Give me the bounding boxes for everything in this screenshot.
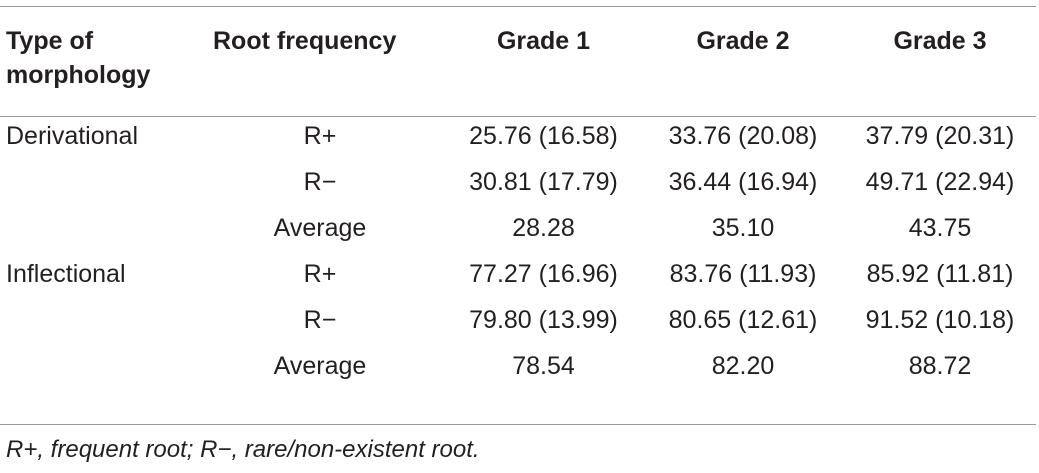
cell-root-frequency: R− <box>303 305 337 334</box>
cell-root-frequency: R+ <box>303 121 337 150</box>
cell-type: Derivational <box>6 121 139 150</box>
cell-type <box>0 159 195 205</box>
cell-root-frequency: R+ <box>303 259 337 288</box>
cell-grade-2: 33.76 (20.08) <box>668 121 818 150</box>
cell-grade-2: 36.44 (16.94) <box>668 167 818 196</box>
table-row: Average 28.28 35.10 43.75 <box>0 205 1036 251</box>
cell-grade-3: 43.75 <box>908 213 972 242</box>
cell-grade-1: 30.81 (17.79) <box>469 167 618 196</box>
cell-grade-1: 78.54 <box>512 351 575 380</box>
table-row: Average 78.54 82.20 88.72 <box>0 343 1036 389</box>
table-row: R− 30.81 (17.79) 36.44 (16.94) 49.71 (22… <box>0 159 1036 205</box>
cell-grade-2: 80.65 (12.61) <box>668 305 818 334</box>
cell-grade-1: 79.80 (13.99) <box>469 305 618 334</box>
table-row: Inflectional R+ 77.27 (16.96) 83.76 (11.… <box>0 251 1036 297</box>
cell-grade-2: 35.10 <box>711 213 775 242</box>
cell-grade-3: 49.71 (22.94) <box>865 167 1015 196</box>
cell-grade-1: 28.28 <box>512 213 575 242</box>
cell-root-frequency: Average <box>273 351 367 380</box>
table-footnote: R+, frequent root; R−, rare/non-existent… <box>6 436 480 463</box>
cell-grade-2: 83.76 (11.93) <box>669 259 817 288</box>
cell-root-frequency: R− <box>303 167 337 196</box>
table-row: Derivational R+ 25.76 (16.58) 33.76 (20.… <box>0 99 1036 159</box>
cell-type: Inflectional <box>6 259 126 288</box>
cell-grade-3: 88.72 <box>908 351 972 380</box>
cell-grade-3: 91.52 (10.18) <box>865 305 1015 334</box>
header-row: Type of morphology Root frequency Grade … <box>0 7 1036 99</box>
header-rule <box>0 116 1036 117</box>
cell-grade-3: 37.79 (20.31) <box>865 121 1015 150</box>
cell-grade-1: 77.27 (16.96) <box>469 259 618 288</box>
cell-grade-2: 82.20 <box>711 351 775 380</box>
cell-type <box>0 297 195 343</box>
cell-grade-1: 25.76 (16.58) <box>469 121 618 150</box>
header-root-frequency: Root frequency <box>213 27 397 55</box>
header-type-of-morphology: Type of morphology <box>6 27 151 89</box>
results-table: Type of morphology Root frequency Grade … <box>0 7 1036 389</box>
header-grade-2: Grade 2 <box>696 27 790 55</box>
top-rule <box>0 6 1036 7</box>
bottom-rule <box>0 424 1036 425</box>
table-row: R− 79.80 (13.99) 80.65 (12.61) 91.52 (10… <box>0 297 1036 343</box>
cell-grade-3: 85.92 (11.81) <box>866 259 1014 288</box>
cell-type <box>0 205 195 251</box>
header-grade-1: Grade 1 <box>496 27 591 55</box>
header-grade-3: Grade 3 <box>893 27 987 55</box>
cell-root-frequency: Average <box>273 213 367 242</box>
cell-type <box>0 343 195 389</box>
